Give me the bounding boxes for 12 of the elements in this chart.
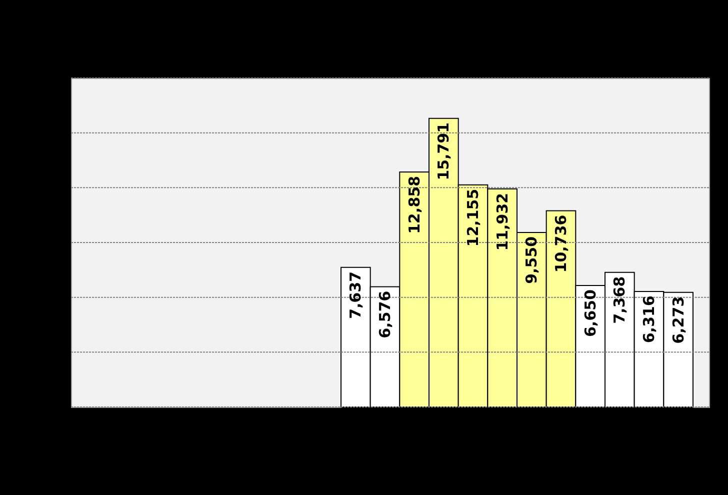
data-label: 7,368 [610, 276, 629, 324]
data-label: 12,155 [464, 188, 482, 247]
data-label: 12,858 [405, 176, 424, 234]
data-label: 9,550 [522, 236, 541, 284]
data-label: 6,650 [581, 289, 600, 337]
data-label: 6,273 [669, 296, 688, 344]
data-label: 11,932 [493, 192, 512, 251]
data-label: 6,576 [376, 290, 394, 338]
data-label: 15,791 [434, 122, 453, 180]
data-label: 6,316 [640, 296, 658, 344]
data-label: 7,637 [346, 271, 365, 319]
data-label: 10,736 [552, 214, 570, 273]
